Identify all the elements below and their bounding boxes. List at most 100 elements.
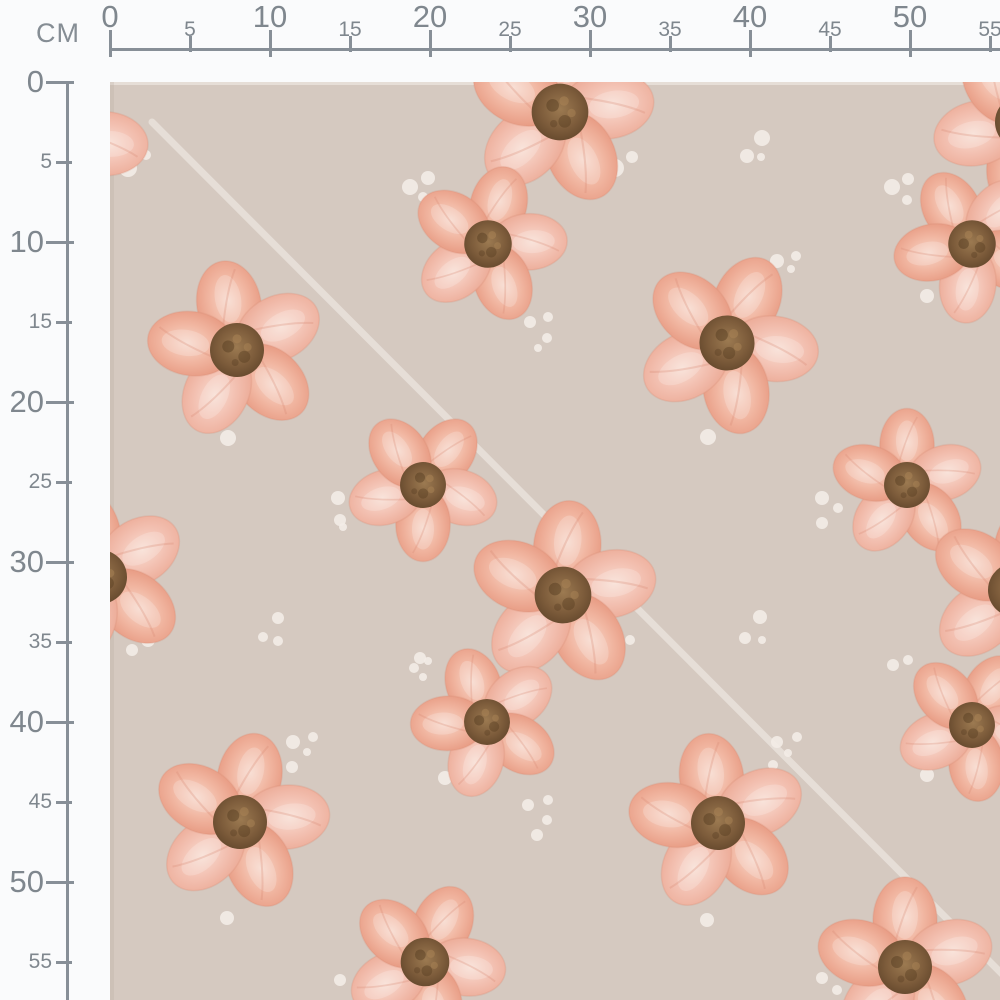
petal-vein [427, 435, 472, 465]
ruler-unit-label: CM [36, 18, 80, 48]
petal-highlight [512, 230, 555, 254]
petal-vein [484, 178, 518, 222]
petal-highlight [918, 503, 948, 539]
flower [110, 110, 149, 177]
paint-speck [770, 254, 784, 268]
top-ruler-tick [268, 30, 272, 57]
petal-highlight [742, 784, 788, 816]
left-ruler-tick-label: 35 [28, 630, 52, 653]
petal-vein [858, 505, 903, 535]
petal-vein [497, 687, 547, 704]
petal-highlight [723, 370, 751, 420]
fabric-preview [110, 82, 1000, 1000]
petal-highlight [421, 986, 447, 1000]
petal-vein [498, 620, 555, 652]
top-ruler-tick [828, 36, 832, 52]
petal-highlight [589, 90, 640, 119]
flower-center-texture [974, 713, 982, 722]
flower-center-texture [488, 231, 497, 240]
petal-vein [729, 365, 743, 426]
petal-highlight [120, 591, 161, 628]
flower-center-texture [231, 359, 239, 367]
top-ruler-tick [108, 30, 112, 57]
paint-speck [273, 636, 283, 646]
flower-petal [993, 501, 1000, 590]
paint-speck [522, 799, 534, 811]
flower-center-texture [238, 350, 251, 363]
petal-shape [985, 123, 1000, 213]
top-ruler-tick-label: 0 [101, 0, 119, 34]
petal-vein [490, 136, 550, 163]
petal-vein [470, 654, 475, 706]
petal-highlight [430, 204, 469, 235]
petal-highlight [504, 679, 540, 711]
petal-highlight [955, 268, 979, 311]
paint-speck [421, 171, 435, 185]
flower-center-texture [712, 831, 720, 839]
petal-highlight [245, 846, 277, 893]
top-ruler-tick [748, 30, 752, 57]
petal-vein [262, 808, 322, 827]
petal-highlight [668, 287, 709, 327]
petal-highlight [122, 531, 165, 566]
petal-vein [993, 720, 1000, 750]
paint-speck [419, 673, 427, 681]
flower-center-texture [489, 721, 500, 732]
flower-center [464, 699, 510, 745]
flower [110, 488, 181, 664]
top-ruler-tick [908, 30, 912, 57]
left-ruler-tick-label: 20 [9, 384, 44, 419]
petal-vein [703, 741, 720, 801]
petal-highlight [488, 557, 537, 590]
flower [832, 407, 982, 552]
flower-center-texture [238, 825, 251, 838]
left-ruler-tick [56, 320, 72, 324]
flower-center-texture [411, 488, 418, 495]
petal-highlight [411, 508, 435, 550]
flower-center-texture [414, 967, 421, 974]
flower-petal [110, 110, 149, 177]
top-ruler-tick-label: 45 [818, 18, 842, 41]
paint-speck [753, 610, 767, 624]
paint-speck [815, 491, 829, 505]
paint-speck [542, 333, 552, 343]
left-ruler-tick [46, 400, 74, 404]
petal-vein [923, 469, 976, 475]
petal-highlight [505, 732, 542, 762]
petal-shape [110, 576, 119, 664]
petal-shape [961, 82, 1000, 125]
petal-highlight [591, 568, 641, 598]
flower [817, 876, 993, 1000]
left-ruler-tick [56, 480, 72, 484]
petal-highlight [237, 747, 265, 795]
left-ruler-tick-label: 45 [28, 790, 52, 813]
top-ruler-tick-label: 40 [732, 0, 768, 34]
top-ruler-tick-label: 30 [572, 0, 608, 34]
left-ruler-tick-label: 25 [28, 470, 52, 493]
petal-vein [175, 771, 215, 820]
paint-speck [334, 974, 346, 986]
flower-center-texture [977, 725, 984, 733]
paint-speck [833, 503, 843, 513]
petal-shape [993, 501, 1000, 590]
petal-highlight [161, 329, 210, 357]
top-ruler-tick-label: 35 [658, 18, 682, 41]
paint-speck [542, 815, 552, 825]
paint-speck [920, 768, 934, 782]
flower-center-texture [902, 951, 912, 961]
top-ruler-tick [348, 36, 352, 52]
left-ruler-tick [56, 640, 72, 644]
petal-vein [925, 496, 940, 547]
petal-highlight [382, 431, 412, 467]
petal-vein [926, 980, 944, 1000]
petal-vein [253, 321, 314, 331]
paint-speck [791, 251, 801, 261]
left-ruler-tick [46, 80, 74, 84]
paint-speck [524, 316, 536, 328]
flower-center-texture [719, 824, 732, 837]
flower-petal [961, 82, 1000, 125]
flower-center-texture [494, 242, 502, 250]
left-ruler-tick-label: 40 [9, 704, 44, 739]
petal-vein [427, 981, 439, 1000]
flower-center-texture [562, 597, 575, 611]
